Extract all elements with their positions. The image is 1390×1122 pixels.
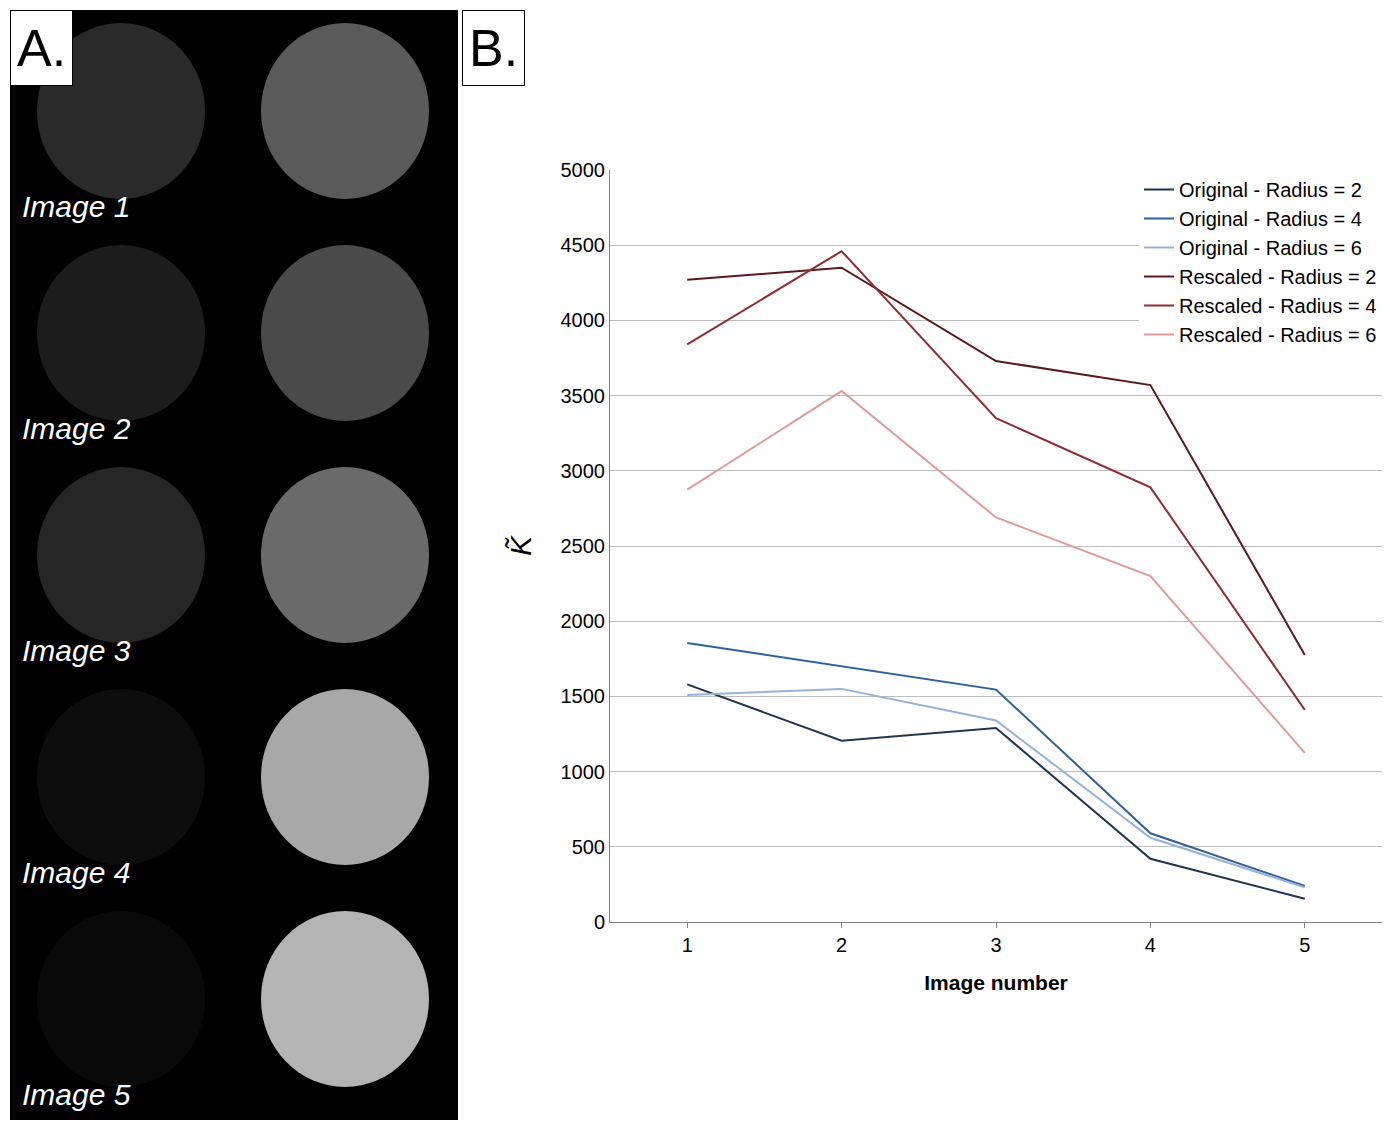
html-text:A.: A. [17, 19, 67, 77]
svg-text:4500: 4500 [561, 234, 606, 256]
svg-text:K̃: K̃ [504, 534, 537, 556]
svg-text:4: 4 [1145, 934, 1156, 956]
svg-text:Image number: Image number [924, 971, 1068, 994]
svg-text:5: 5 [1299, 934, 1310, 956]
html-text:Image 1: Image 1 [22, 190, 131, 223]
html-text:Image 3: Image 3 [22, 634, 131, 667]
svg-text:Rescaled - Radius = 2: Rescaled - Radius = 2 [1179, 266, 1376, 288]
svg-text:Original - Radius = 6: Original - Radius = 6 [1179, 237, 1362, 259]
html-text:Image 2: Image 2 [22, 412, 131, 445]
html-text:Image 5: Image 5 [22, 1078, 131, 1111]
svg-text:1500: 1500 [561, 685, 606, 707]
svg-text:3: 3 [990, 934, 1001, 956]
html-text:Image 4: Image 4 [22, 856, 131, 889]
svg-text:3500: 3500 [561, 385, 606, 407]
svg-text:4000: 4000 [561, 309, 606, 331]
svg-text:Original - Radius = 2: Original - Radius = 2 [1179, 179, 1362, 201]
svg-text:1000: 1000 [561, 761, 606, 783]
svg-text:Original - Radius = 4: Original - Radius = 4 [1179, 208, 1362, 230]
svg-text:2: 2 [836, 934, 847, 956]
svg-text:Rescaled - Radius = 6: Rescaled - Radius = 6 [1179, 324, 1376, 346]
svg-text:2000: 2000 [561, 610, 606, 632]
svg-text:Rescaled - Radius = 4: Rescaled - Radius = 4 [1179, 295, 1376, 317]
svg-text:3000: 3000 [561, 460, 606, 482]
svg-text:5000: 5000 [561, 159, 606, 181]
svg-text:0: 0 [594, 911, 605, 933]
svg-text:1: 1 [682, 934, 693, 956]
svg-text:500: 500 [572, 836, 605, 858]
svg-text:2500: 2500 [561, 535, 606, 557]
html-text:B.: B. [469, 19, 519, 77]
